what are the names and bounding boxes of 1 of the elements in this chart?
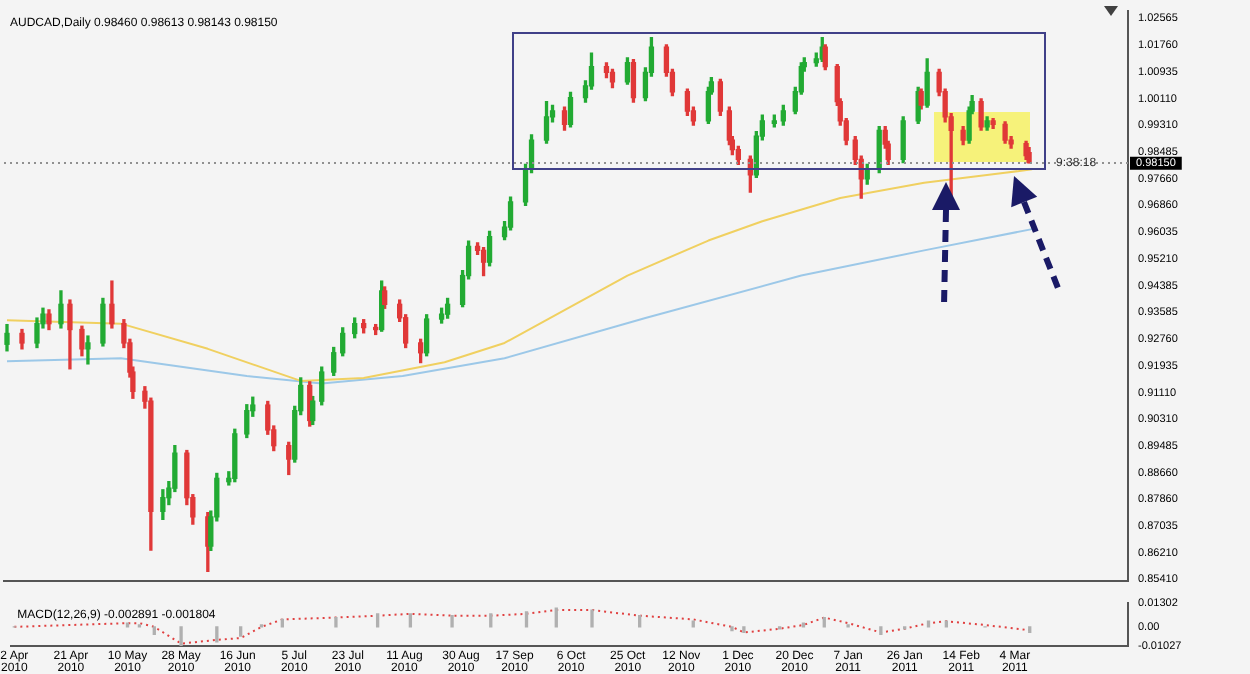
candlestick (85, 335, 91, 365)
